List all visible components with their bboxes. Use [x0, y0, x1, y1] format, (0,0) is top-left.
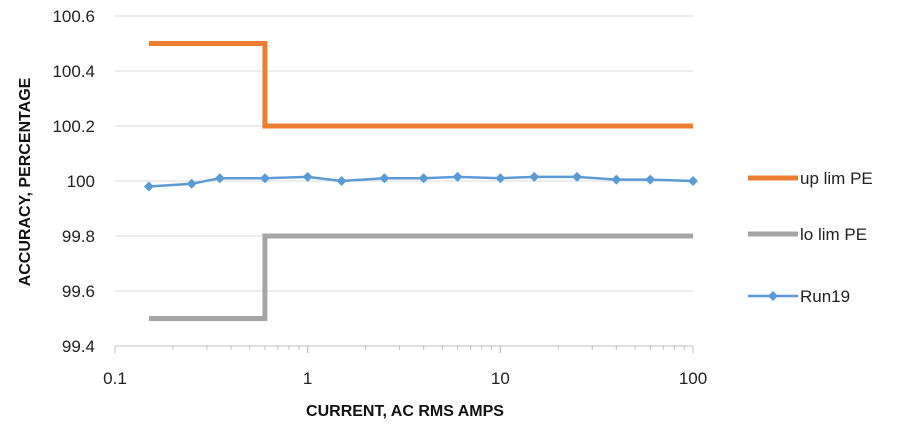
data-point — [143, 181, 154, 192]
tick-labels: 99.4 99.6 99.8 100 100.2 100.4 100.6 0.1 1 10 100 — [52, 7, 707, 388]
legend: up lim PE lo lim PE Run19 — [748, 169, 873, 306]
series-line-lo-lim-pe — [148, 233, 693, 321]
axes — [114, 345, 694, 353]
x-tick-label: 100 — [679, 369, 707, 388]
data-point — [688, 176, 698, 186]
y-tick-label: 99.8 — [62, 227, 95, 246]
x-tick-label: 10 — [491, 369, 510, 388]
data-point — [186, 178, 197, 189]
series-layer — [143, 41, 698, 321]
legend-label: lo lim PE — [800, 225, 867, 244]
data-point — [529, 171, 540, 182]
legend-marker — [768, 291, 778, 301]
data-point — [379, 173, 390, 184]
data-point — [611, 174, 622, 185]
data-point — [259, 173, 270, 184]
y-tick-label: 100.2 — [52, 117, 95, 136]
y-tick-label: 100.4 — [52, 62, 95, 81]
data-point — [572, 171, 583, 182]
data-point — [418, 173, 429, 184]
y-tick-label: 100.6 — [52, 7, 95, 26]
data-point — [452, 171, 463, 182]
legend-label: up lim PE — [800, 169, 873, 188]
y-tick-label: 99.4 — [62, 337, 95, 356]
data-point — [302, 171, 313, 182]
x-axis-title: CURRENT, AC RMS AMPS — [306, 403, 504, 420]
x-tick-label: 0.1 — [103, 369, 127, 388]
data-point — [214, 173, 225, 184]
data-point — [645, 174, 656, 185]
data-point — [495, 173, 506, 184]
y-tick-label: 100 — [67, 172, 95, 191]
x-tick-label: 1 — [303, 369, 312, 388]
y-tick-label: 99.6 — [62, 282, 95, 301]
legend-label: Run19 — [800, 287, 850, 306]
data-point — [336, 176, 347, 186]
series-line-up-lim-pe — [148, 41, 693, 129]
y-axis-title: ACCURACY, PERCENTAGE — [17, 77, 34, 286]
